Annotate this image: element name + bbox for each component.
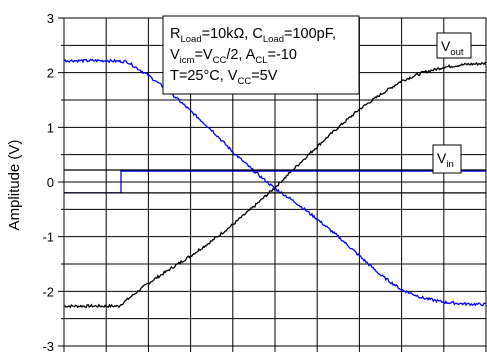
y-axis-label: Amplitude (V) — [6, 140, 23, 231]
annotation-line-1: RLoad=10kΩ, CLoad=100pF, — [170, 26, 336, 45]
annotation-line-2: Vicm=VCC/2, ACL=-10 — [170, 47, 297, 66]
svg-text:Vin: Vin — [437, 150, 454, 170]
y-tick-label: -1 — [42, 230, 54, 245]
series-line-2 — [63, 58, 487, 307]
vout-tag: Vout — [436, 32, 472, 59]
annotation-box: RLoad=10kΩ, CLoad=100pF, Vicm=VCC/2, ACL… — [162, 15, 360, 95]
series-layer — [63, 58, 487, 309]
vin-tag: Vin — [432, 144, 462, 174]
y-tick-label: 1 — [47, 120, 54, 135]
y-tick-label: -3 — [42, 339, 54, 353]
y-tick-label: 2 — [47, 66, 54, 81]
tick-marks — [58, 17, 487, 352]
y-tick-label: 3 — [47, 11, 54, 26]
svg-text:Vout: Vout — [441, 38, 464, 58]
y-tick-label: -2 — [42, 284, 54, 299]
y-tick-label: 0 — [47, 175, 54, 190]
annotation-line-3: T=25°C, VCC=5V — [170, 68, 278, 87]
y-tick-labels: 3 2 1 0 -1 -2 -3 — [42, 11, 54, 353]
